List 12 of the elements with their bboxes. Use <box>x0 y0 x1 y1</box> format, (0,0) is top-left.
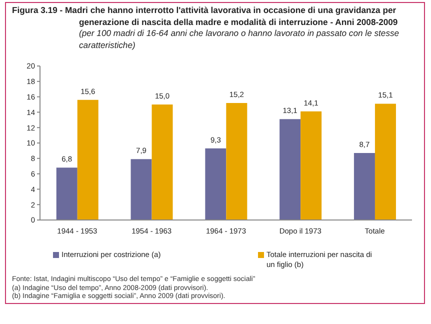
bar <box>226 102 248 220</box>
bar <box>205 148 226 220</box>
bar <box>300 111 322 220</box>
bar <box>374 104 396 220</box>
bar <box>152 104 173 220</box>
chart-subtitle: (per 100 madri di 16-64 anni che lavorano o hanno lavorato in passato con le stesse caratteristiche) <box>79 28 400 50</box>
bar <box>354 153 375 220</box>
bar <box>130 159 152 220</box>
chart-title: Figura 3.19 - Madri che hanno interrotto l'attività lavorativa in occasione di una gravidanza per generazione di nascita della madre e modalità di interruzione - Anni 2008-2009 <box>12 5 398 27</box>
bar <box>56 168 78 220</box>
bar <box>280 119 301 220</box>
bar <box>77 100 98 220</box>
